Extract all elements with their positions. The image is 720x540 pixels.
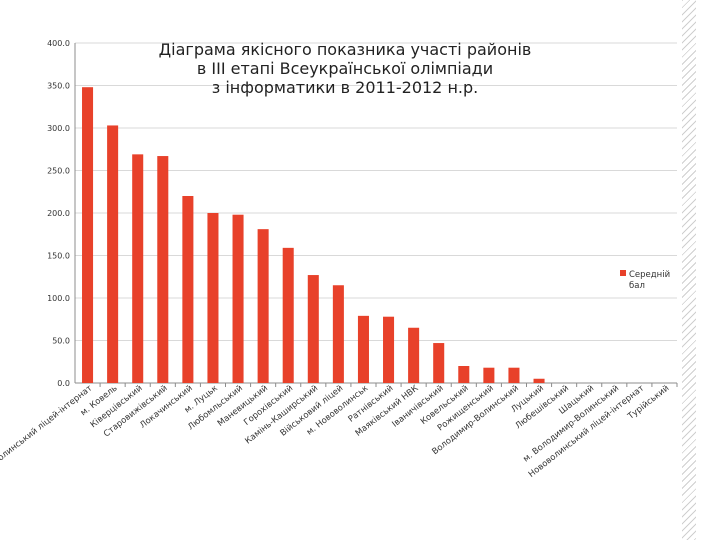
bar xyxy=(332,285,344,383)
y-tick-label: 100.0 xyxy=(47,294,70,303)
y-tick-label: 0.0 xyxy=(57,379,70,388)
side-ornament xyxy=(682,0,696,540)
chart-title: Діаграма якісного показника участі район… xyxy=(140,40,550,97)
bar xyxy=(107,125,119,383)
bar xyxy=(483,367,495,383)
bar xyxy=(132,154,144,383)
y-tick-label: 200.0 xyxy=(47,209,70,218)
y-tick-label: 50.0 xyxy=(52,337,70,346)
y-tick-label: 150.0 xyxy=(47,252,70,261)
bar xyxy=(307,275,319,383)
bar xyxy=(383,316,395,383)
bar xyxy=(533,378,545,383)
bar xyxy=(408,327,420,383)
chart-legend: Середній бал xyxy=(620,270,677,292)
bar xyxy=(182,196,194,383)
legend-series-name: Середній бал xyxy=(629,270,671,291)
y-tick-label: 400.0 xyxy=(47,39,70,48)
legend-swatch xyxy=(620,270,626,276)
y-tick-label: 300.0 xyxy=(47,124,70,133)
bar xyxy=(357,315,369,383)
y-tick-label: 350.0 xyxy=(47,82,70,91)
bar xyxy=(433,343,445,383)
bar xyxy=(207,213,219,383)
bar xyxy=(157,156,169,383)
bar xyxy=(232,214,244,383)
chart-title-line-1: Діаграма якісного показника участі район… xyxy=(158,40,532,59)
bar xyxy=(508,367,520,383)
x-tick-label: Волинський ліцей-інтернат xyxy=(0,383,94,466)
chart-title-line-2: в ІІІ етапі Всеукраїнської олімпіади xyxy=(196,59,494,78)
bar xyxy=(82,87,94,383)
chart-title-line-3: з інформатики в 2011-2012 н.р. xyxy=(211,78,479,97)
bar xyxy=(458,366,470,383)
y-tick-label: 250.0 xyxy=(47,167,70,176)
bar xyxy=(257,229,269,383)
bar xyxy=(282,247,294,383)
